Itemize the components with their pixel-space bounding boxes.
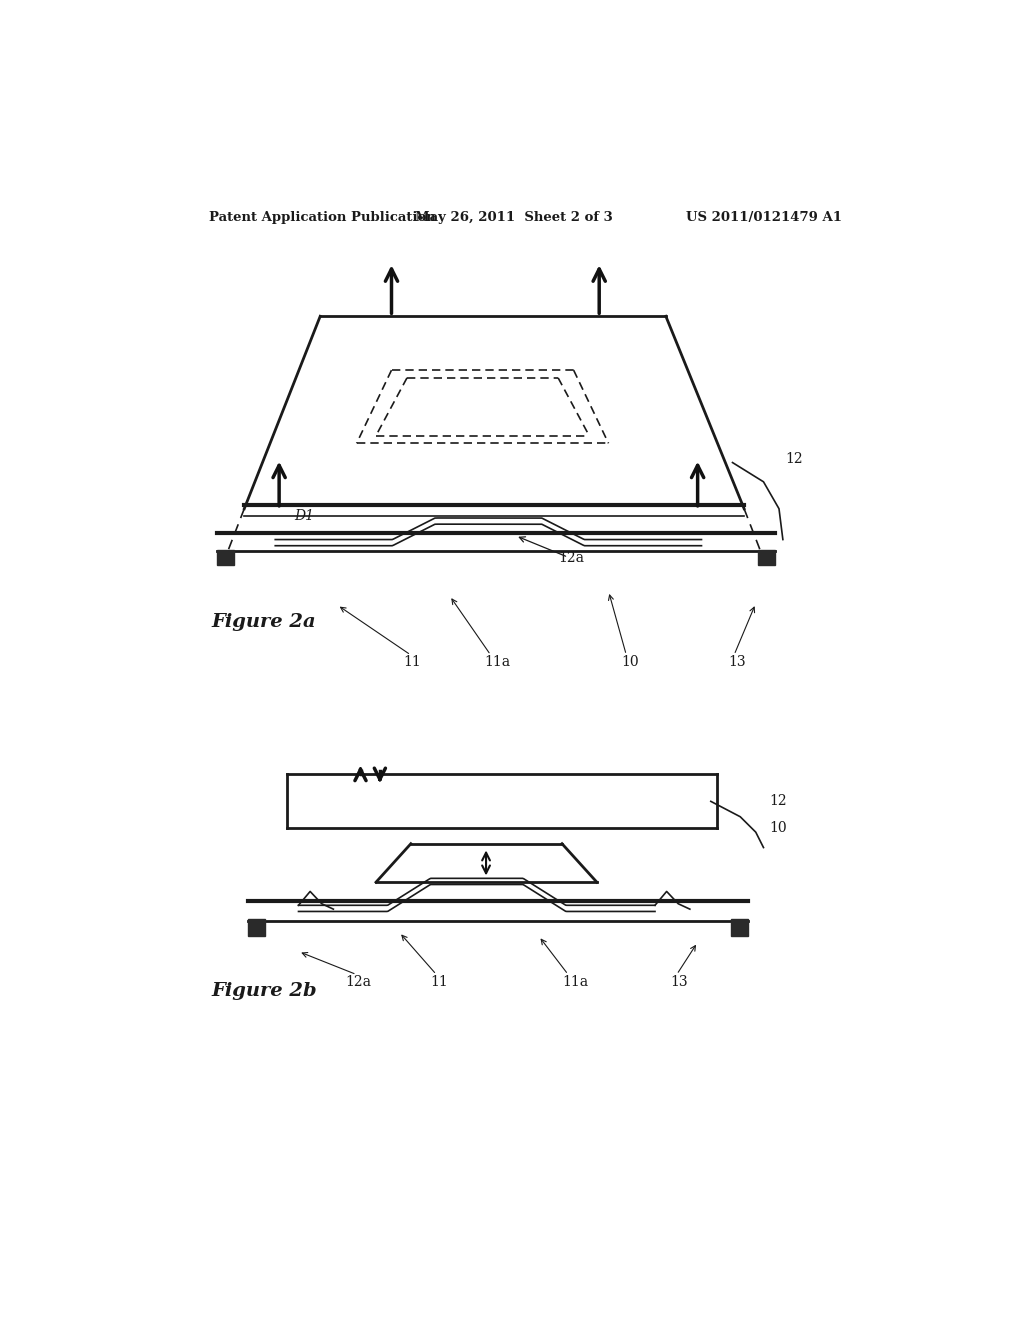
Text: Figure 2b: Figure 2b (212, 982, 317, 1001)
Text: 10: 10 (770, 821, 787, 836)
Text: 12a: 12a (345, 974, 371, 989)
Bar (758, 549, 775, 565)
Text: May 26, 2011  Sheet 2 of 3: May 26, 2011 Sheet 2 of 3 (415, 211, 612, 224)
Text: D1: D1 (295, 510, 314, 524)
Bar (731, 919, 748, 936)
Text: 12a: 12a (558, 552, 584, 565)
Text: 11: 11 (430, 974, 449, 989)
Bar (217, 549, 234, 565)
Text: 11a: 11a (484, 655, 511, 669)
Text: 10: 10 (621, 655, 639, 669)
Text: 11: 11 (403, 655, 421, 669)
Text: Patent Application Publication: Patent Application Publication (209, 211, 436, 224)
Text: Figure 2a: Figure 2a (212, 612, 316, 631)
Text: US 2011/0121479 A1: US 2011/0121479 A1 (686, 211, 842, 224)
Text: 12: 12 (770, 795, 787, 808)
Text: 11a: 11a (562, 974, 588, 989)
Text: 13: 13 (671, 974, 688, 989)
Text: 13: 13 (729, 655, 746, 669)
Text: 12: 12 (785, 451, 803, 466)
Bar (248, 919, 265, 936)
